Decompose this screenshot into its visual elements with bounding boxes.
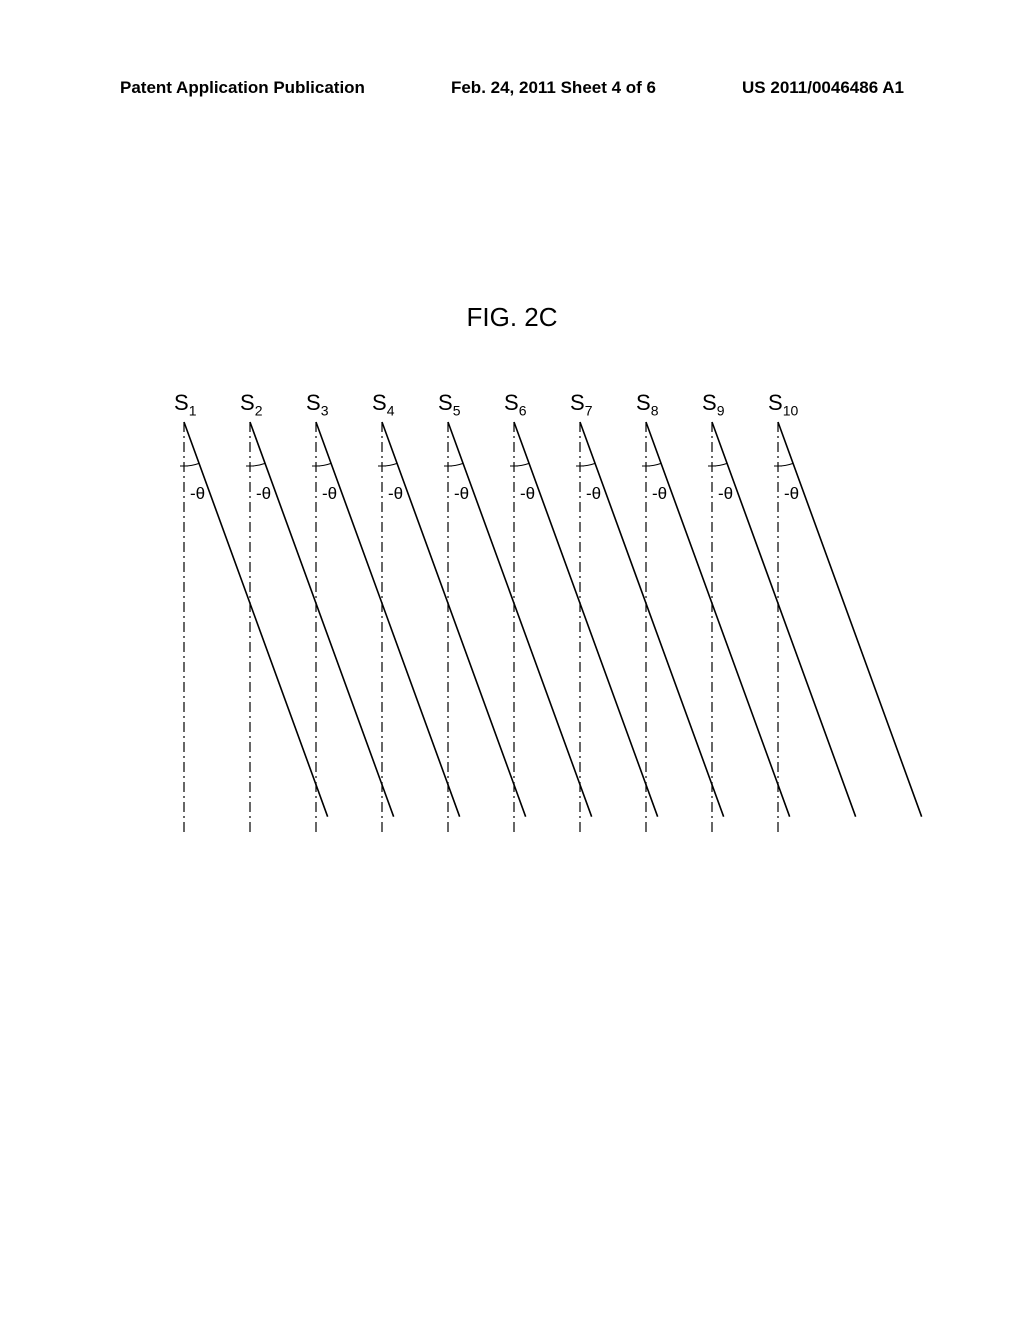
figure-title: FIG. 2C (0, 302, 1024, 333)
element-label: S1 (174, 390, 196, 418)
beam-line (382, 422, 526, 817)
angle-label: -θ (322, 484, 337, 504)
angle-label: -θ (454, 484, 469, 504)
element-label: S9 (702, 390, 724, 418)
angle-label: -θ (652, 484, 667, 504)
header-publication-type: Patent Application Publication (120, 78, 365, 98)
header-date-sheet: Feb. 24, 2011 Sheet 4 of 6 (451, 78, 656, 98)
beam-line (646, 422, 790, 817)
angle-label: -θ (256, 484, 271, 504)
beam-line (184, 422, 328, 817)
element-label: S7 (570, 390, 592, 418)
beam-line (712, 422, 856, 817)
header-publication-number: US 2011/0046486 A1 (742, 78, 904, 98)
element-label: S3 (306, 390, 328, 418)
element-label: S5 (438, 390, 460, 418)
element-label: S6 (504, 390, 526, 418)
beam-diagram: S1 -θ S2 -θ S3 -θ S4 -θ S5 -θ S6 -θ S7 -θ S8 -θ S9 -θ S10 -… (172, 390, 964, 840)
beam-line (250, 422, 394, 817)
page-header: Patent Application Publication Feb. 24, … (0, 78, 1024, 98)
diagram-svg (172, 418, 964, 858)
angle-label: -θ (586, 484, 601, 504)
angle-label: -θ (784, 484, 799, 504)
angle-label: -θ (718, 484, 733, 504)
element-label: S8 (636, 390, 658, 418)
element-label: S10 (768, 390, 798, 418)
beam-line (778, 422, 922, 817)
angle-label: -θ (190, 484, 205, 504)
beam-line (448, 422, 592, 817)
angle-label: -θ (520, 484, 535, 504)
beam-line (580, 422, 724, 817)
element-label: S4 (372, 390, 394, 418)
beam-line (316, 422, 460, 817)
beam-line (514, 422, 658, 817)
angle-label: -θ (388, 484, 403, 504)
element-label: S2 (240, 390, 262, 418)
